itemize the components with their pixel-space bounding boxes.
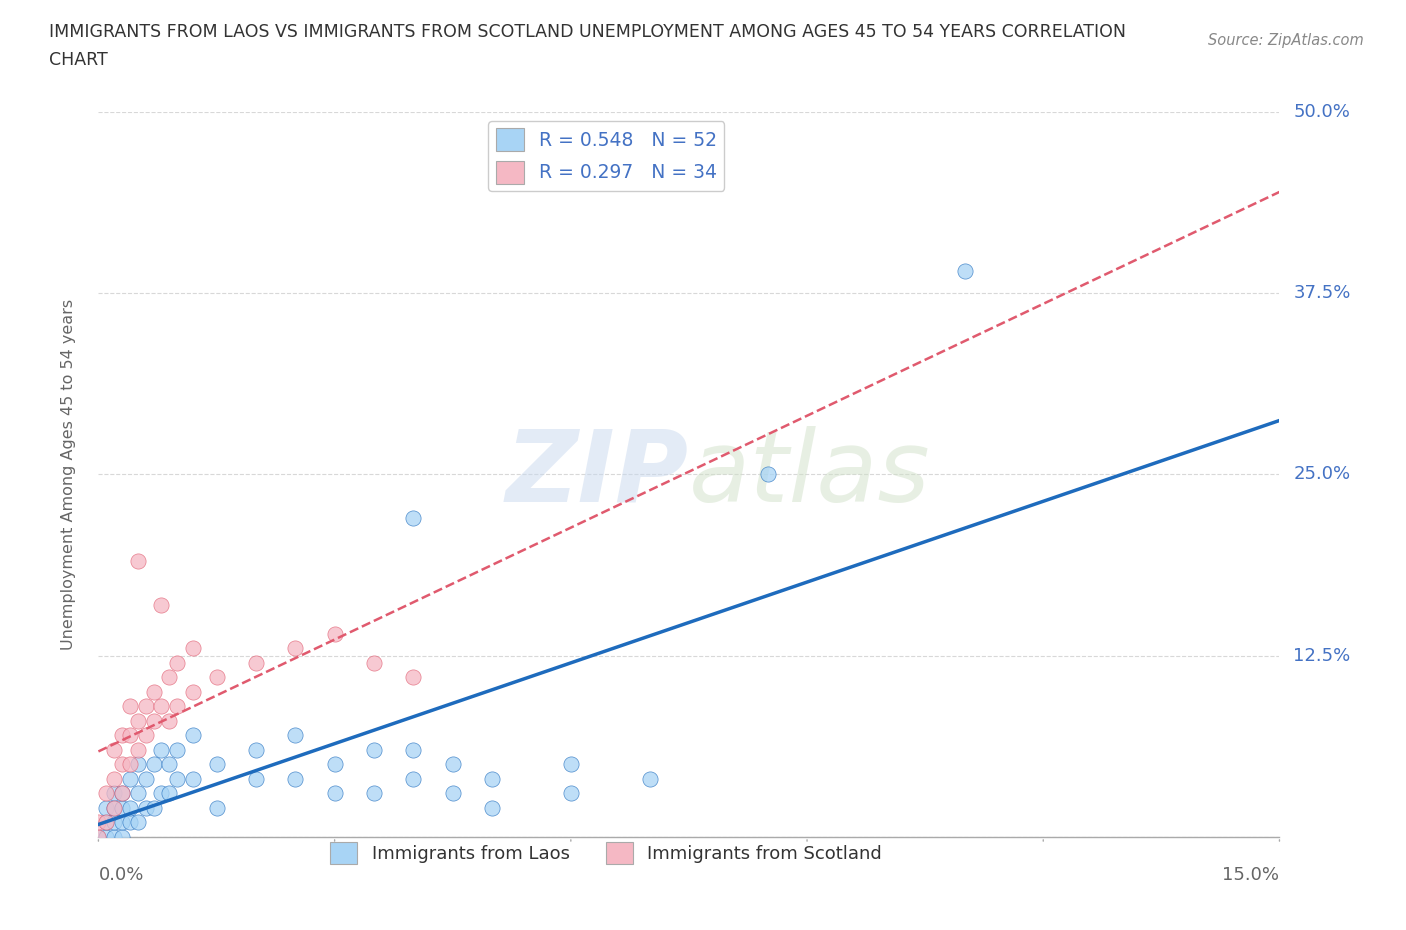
Text: 37.5%: 37.5%: [1294, 284, 1351, 302]
Point: [181, 684, 204, 699]
Point: [205, 670, 228, 684]
Point: [118, 757, 141, 772]
Point: [118, 772, 141, 787]
Point: [103, 801, 125, 816]
Point: [135, 801, 157, 816]
Point: [103, 786, 125, 801]
Point: [135, 699, 157, 714]
Point: [363, 742, 385, 757]
Point: [181, 641, 204, 656]
Point: [166, 656, 188, 671]
Text: ZIP: ZIP: [506, 426, 689, 523]
Point: [150, 742, 173, 757]
Point: [402, 772, 425, 787]
Point: [402, 742, 425, 757]
Point: [756, 467, 779, 482]
Point: [245, 772, 267, 787]
Point: [441, 786, 464, 801]
Point: [118, 801, 141, 816]
Point: [181, 772, 204, 787]
Text: Source: ZipAtlas.com: Source: ZipAtlas.com: [1208, 33, 1364, 47]
Point: [96, 815, 118, 830]
Point: [166, 772, 188, 787]
Text: 25.0%: 25.0%: [1294, 465, 1351, 484]
Point: [118, 699, 141, 714]
Y-axis label: Unemployment Among Ages 45 to 54 years: Unemployment Among Ages 45 to 54 years: [60, 299, 76, 650]
Point: [181, 728, 204, 743]
Point: [363, 786, 385, 801]
Point: [96, 786, 118, 801]
Point: [157, 786, 180, 801]
Point: [118, 815, 141, 830]
Point: [166, 699, 188, 714]
Point: [142, 757, 165, 772]
Point: [402, 511, 425, 525]
Text: atlas: atlas: [689, 426, 931, 523]
Point: [96, 830, 118, 844]
Point: [111, 786, 134, 801]
Point: [111, 830, 134, 844]
Point: [245, 656, 267, 671]
Point: [323, 627, 346, 642]
Point: [150, 699, 173, 714]
Point: [111, 757, 134, 772]
Point: [157, 757, 180, 772]
Point: [87, 830, 110, 844]
Point: [87, 815, 110, 830]
Point: [127, 554, 149, 569]
Point: [284, 641, 307, 656]
Point: [127, 815, 149, 830]
Point: [111, 728, 134, 743]
Point: [205, 801, 228, 816]
Point: [323, 786, 346, 801]
Text: CHART: CHART: [49, 51, 108, 69]
Point: [103, 815, 125, 830]
Text: IMMIGRANTS FROM LAOS VS IMMIGRANTS FROM SCOTLAND UNEMPLOYMENT AMONG AGES 45 TO 5: IMMIGRANTS FROM LAOS VS IMMIGRANTS FROM …: [49, 23, 1126, 41]
Point: [135, 772, 157, 787]
Point: [284, 772, 307, 787]
Point: [157, 713, 180, 728]
Point: [441, 757, 464, 772]
Point: [103, 742, 125, 757]
Text: 12.5%: 12.5%: [1294, 646, 1351, 665]
Point: [103, 830, 125, 844]
Point: [96, 801, 118, 816]
Point: [481, 772, 503, 787]
Point: [323, 757, 346, 772]
Point: [103, 801, 125, 816]
Point: [135, 728, 157, 743]
Point: [103, 772, 125, 787]
Point: [402, 670, 425, 684]
Point: [127, 713, 149, 728]
Point: [205, 757, 228, 772]
Point: [166, 742, 188, 757]
Text: 50.0%: 50.0%: [1294, 102, 1350, 121]
Text: 0.0%: 0.0%: [98, 866, 143, 884]
Point: [150, 786, 173, 801]
Point: [127, 786, 149, 801]
Point: [142, 684, 165, 699]
Point: [127, 742, 149, 757]
Text: 15.0%: 15.0%: [1222, 866, 1279, 884]
Point: [111, 786, 134, 801]
Point: [142, 713, 165, 728]
Point: [118, 728, 141, 743]
Point: [127, 757, 149, 772]
Point: [150, 597, 173, 612]
Point: [363, 656, 385, 671]
Point: [481, 801, 503, 816]
Point: [157, 670, 180, 684]
Point: [87, 830, 110, 844]
Point: [560, 757, 582, 772]
Point: [111, 815, 134, 830]
Legend: Immigrants from Laos, Immigrants from Scotland: Immigrants from Laos, Immigrants from Sc…: [323, 835, 890, 871]
Point: [111, 801, 134, 816]
Point: [560, 786, 582, 801]
Point: [142, 801, 165, 816]
Point: [245, 742, 267, 757]
Point: [284, 728, 307, 743]
Point: [96, 815, 118, 830]
Point: [638, 772, 661, 787]
Point: [953, 264, 976, 279]
